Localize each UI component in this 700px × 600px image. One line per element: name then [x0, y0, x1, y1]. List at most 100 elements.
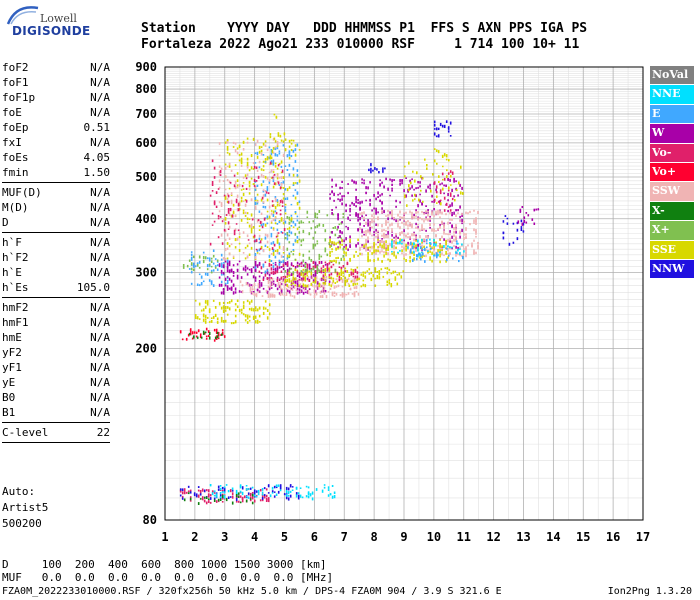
echo-point [327, 291, 330, 293]
echo-point [425, 254, 427, 258]
echo-point [410, 250, 412, 254]
echo-point [226, 141, 229, 144]
echo-point [448, 186, 450, 190]
echo-point [286, 261, 289, 264]
echo-point [439, 244, 441, 248]
param-row: hmE N/A [2, 330, 110, 345]
echo-point [330, 276, 333, 280]
echo-point [409, 250, 411, 253]
echo-point [413, 253, 415, 256]
echo-point [508, 242, 511, 246]
echo-point [417, 204, 419, 208]
echo-point [357, 199, 359, 201]
echo-point [341, 292, 344, 296]
echo-point [279, 489, 282, 492]
echo-point [296, 219, 299, 222]
echo-point [381, 181, 383, 184]
echo-point [399, 233, 401, 236]
echo-point [328, 242, 331, 246]
echo-point [205, 489, 208, 492]
echo-point [367, 255, 369, 258]
echo-point [433, 182, 435, 185]
echo-point [333, 295, 336, 297]
echo-point [296, 191, 299, 195]
echo-point [274, 165, 277, 168]
echo-point [401, 179, 403, 183]
echo-point [433, 215, 435, 218]
echo-point [381, 260, 383, 263]
echo-point [361, 181, 363, 184]
echo-point [247, 283, 250, 287]
echo-point [447, 126, 450, 129]
echo-point [341, 180, 343, 183]
echo-point [355, 250, 357, 253]
echo-point [405, 243, 407, 247]
echo-point [262, 249, 265, 252]
echo-point [208, 263, 211, 267]
param-row: foEp 0.51 [2, 120, 110, 135]
echo-point [216, 268, 219, 271]
echo-point [399, 182, 401, 186]
param-label: foEs [2, 151, 29, 164]
echo-point [435, 242, 437, 245]
echo-point [221, 489, 224, 493]
echo-point [202, 280, 205, 283]
echo-point [246, 161, 249, 165]
echo-point [326, 264, 329, 266]
echo-point [345, 203, 347, 206]
echo-point [279, 213, 282, 216]
echo-point [463, 220, 465, 223]
echo-point [449, 170, 452, 173]
echo-point [294, 211, 297, 213]
echo-point [371, 220, 373, 224]
echo-point [381, 207, 383, 210]
echo-point [367, 229, 369, 231]
echo-point [344, 279, 347, 282]
echo-point [336, 228, 339, 231]
echo-point [525, 212, 528, 214]
echo-point [199, 335, 202, 339]
echo-point [385, 240, 387, 243]
echo-point [231, 501, 234, 505]
echo-point [260, 212, 263, 215]
echo-point [459, 231, 461, 234]
echo-point [228, 252, 231, 256]
param-value: N/A [90, 136, 110, 149]
echo-point [274, 182, 277, 185]
echo-point [197, 494, 200, 497]
echo-point [228, 162, 231, 166]
echo-point [420, 189, 422, 192]
echo-point [418, 252, 420, 256]
echo-point [403, 223, 405, 226]
echo-point [213, 494, 216, 497]
echo-point [210, 265, 213, 268]
echo-point [274, 146, 277, 149]
echo-point [204, 318, 207, 321]
echo-point [411, 185, 413, 189]
echo-point [386, 272, 389, 275]
echo-point [459, 254, 461, 257]
echo-point [323, 283, 326, 287]
echo-point [383, 243, 385, 247]
echo-point [372, 274, 375, 278]
echo-point [234, 142, 237, 145]
echo-point [411, 194, 413, 197]
echo-point [359, 208, 361, 211]
echo-point [294, 277, 297, 281]
echo-point [197, 329, 200, 333]
echo-point [240, 276, 243, 279]
echo-point [338, 275, 341, 279]
echo-point [206, 257, 209, 260]
echo-point [234, 214, 237, 218]
echo-point [219, 170, 222, 174]
echo-point [431, 229, 433, 232]
echo-point [381, 260, 383, 263]
echo-point [455, 214, 457, 217]
echo-point [429, 244, 431, 248]
echo-point [284, 206, 287, 208]
echo-point [272, 229, 275, 231]
echo-point [262, 311, 265, 315]
echo-point [220, 167, 223, 170]
echo-point [361, 228, 363, 232]
echo-point [407, 224, 409, 227]
